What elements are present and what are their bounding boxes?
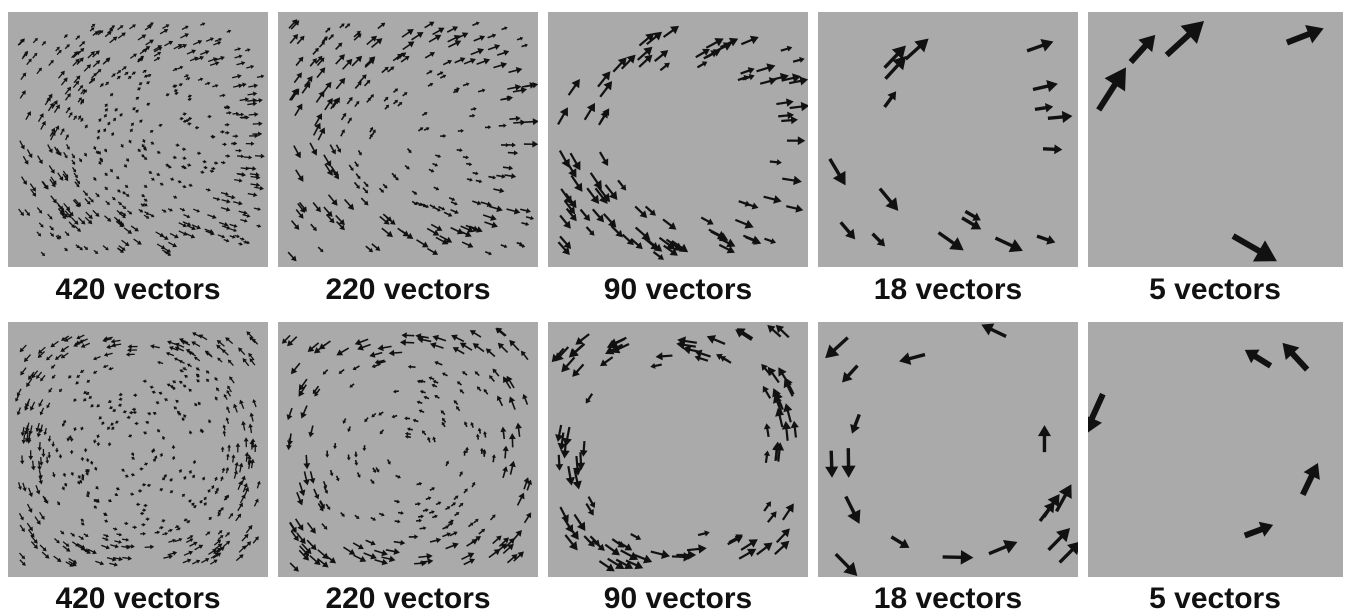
row1-caption-3: 90 vectors [548,273,808,307]
row1-panel-4 [818,12,1078,267]
panel-background [818,322,1078,577]
row2-panel-4 [818,322,1078,577]
vector-field-plot [548,322,808,577]
row2-panel-3 [548,322,808,577]
vector-field-plot [1088,12,1343,267]
vector-field-plot [548,12,808,267]
panel-background [1088,322,1343,577]
row1-panel-3 [548,12,808,267]
row2-caption-1: 420 vectors [8,582,268,616]
row2-panel-1 [8,322,268,577]
row1-panel-1 [8,12,268,267]
row1-panel-5 [1088,12,1343,267]
row2-caption-3: 90 vectors [548,582,808,616]
row1-caption-1: 420 vectors [8,273,268,307]
row1-caption-2: 220 vectors [278,273,538,307]
vector-field-plot [278,322,538,577]
vector-field-plot [278,12,538,267]
vector-field-plot [818,12,1078,267]
row1-caption-4: 18 vectors [818,273,1078,307]
row2-panel-5 [1088,322,1343,577]
vector-field-plot [8,322,268,577]
panel-background [818,12,1078,267]
vector-field-plot [8,12,268,267]
row2-caption-4: 18 vectors [818,582,1078,616]
row1-caption-5: 5 vectors [1085,273,1345,307]
vector-field-plot [1088,322,1343,577]
row1-panel-2 [278,12,538,267]
row2-panel-2 [278,322,538,577]
row2-caption-5: 5 vectors [1085,582,1345,616]
panel-background [1088,12,1343,267]
row2-caption-2: 220 vectors [278,582,538,616]
vector-field-plot [818,322,1078,577]
